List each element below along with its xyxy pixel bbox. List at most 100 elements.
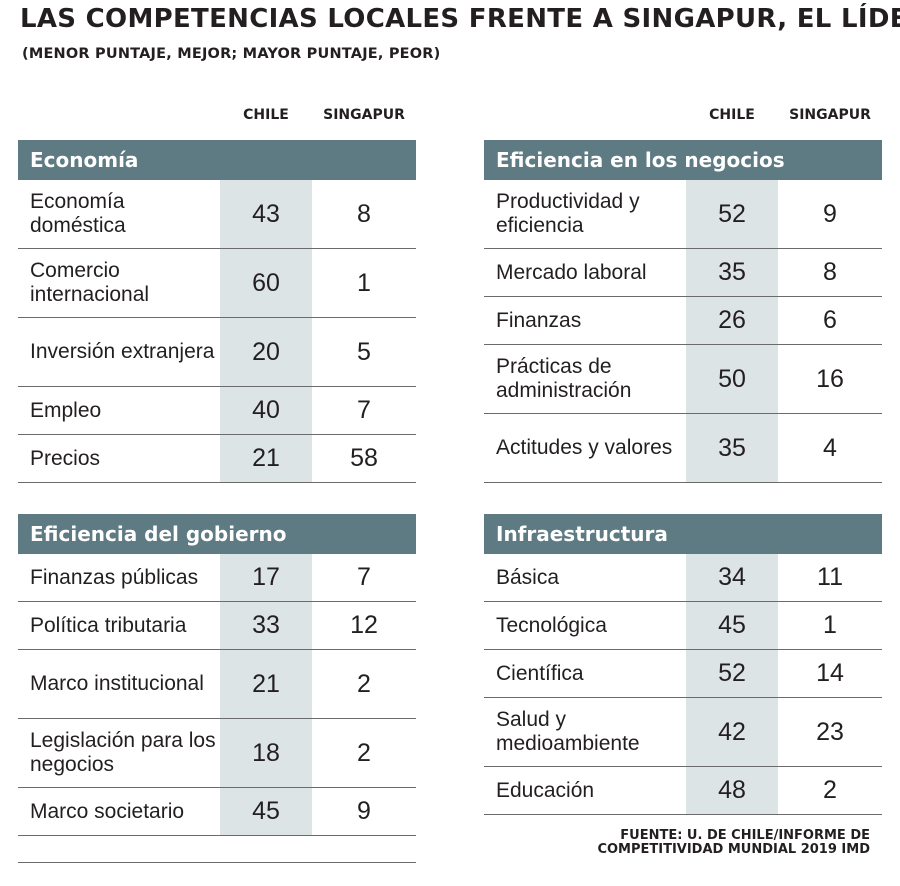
row-label: Tecnológica <box>496 613 607 637</box>
row-label: Inversión extranjera <box>30 340 215 363</box>
table-row: Finanzas 26 6 <box>484 297 882 345</box>
singapur-value: 2 <box>823 776 837 804</box>
table-row: Legislación para los negocios 18 2 <box>18 719 416 788</box>
table-row: Inversión extranjera 20 5 <box>18 318 416 387</box>
chile-value: 43 <box>252 199 280 228</box>
table-row: Marco institucional 21 2 <box>18 650 416 719</box>
chile-column-shading <box>220 180 312 483</box>
row-label: Finanzas públicas <box>30 565 199 589</box>
section-rows: Economía doméstica 43 8 Comercio interna… <box>18 180 416 483</box>
singapur-value: 23 <box>816 717 844 746</box>
table-row: Comercio internacional 60 1 <box>18 249 416 318</box>
chile-value: 35 <box>718 258 746 286</box>
singapur-value: 14 <box>816 659 844 687</box>
chile-value: 45 <box>718 611 746 639</box>
chile-value: 42 <box>718 717 746 746</box>
row-label: Finanzas <box>496 308 582 332</box>
table-row: Educación 48 2 <box>484 767 882 815</box>
row-label: Salud y medioambiente <box>496 708 640 755</box>
table-row: Finanzas públicas 17 7 <box>18 554 416 602</box>
section-rows: Productividad y eficiencia 52 9 Mercado … <box>484 180 882 483</box>
section-title: Infraestructura <box>484 514 882 554</box>
row-label: Comercio internacional <box>30 259 150 306</box>
chile-value: 40 <box>252 396 280 424</box>
column-header-singapur: SINGAPUR <box>789 107 871 123</box>
table-row: Actitudes y valores 35 4 <box>484 414 882 483</box>
singapur-value: 4 <box>823 433 837 462</box>
row-label: Política tributaria <box>30 613 187 637</box>
row-label: Mercado laboral <box>496 260 647 284</box>
singapur-value: 2 <box>357 669 371 698</box>
chile-value: 21 <box>252 669 280 698</box>
row-label: Productividad y eficiencia <box>496 190 640 237</box>
singapur-value: 8 <box>357 199 371 228</box>
singapur-value: 9 <box>823 199 837 228</box>
chile-column-shading <box>686 180 778 483</box>
singapur-value: 7 <box>357 396 371 424</box>
chile-value: 35 <box>718 433 746 462</box>
section-infraestructura: Infraestructura Básica 34 11 Tecnológica… <box>484 514 882 815</box>
chile-value: 26 <box>718 306 746 334</box>
singapur-value: 6 <box>823 306 837 334</box>
table-row: Precios 21 58 <box>18 435 416 483</box>
column-header-chile: CHILE <box>243 107 289 123</box>
row-label: Prácticas de administración <box>496 355 632 402</box>
chile-value: 52 <box>718 659 746 687</box>
section-rows: Finanzas públicas 17 7 Política tributar… <box>18 554 416 836</box>
chile-value: 17 <box>252 563 280 591</box>
chile-value: 34 <box>718 563 746 591</box>
table-row: Prácticas de administración 50 16 <box>484 345 882 414</box>
row-label: Precios <box>30 446 101 470</box>
singapur-value: 12 <box>350 611 378 639</box>
singapur-value: 1 <box>357 268 371 297</box>
section-rows: Básica 34 11 Tecnológica 45 1 Científica… <box>484 554 882 815</box>
section-eficiencia-negocios: Eficiencia en los negocios Productividad… <box>484 140 882 483</box>
chile-value: 45 <box>252 797 280 825</box>
row-label: Empleo <box>30 398 102 422</box>
singapur-value: 1 <box>823 611 837 639</box>
section-economia: Economía Economía doméstica 43 8 Comerci… <box>18 140 416 483</box>
row-label: Marco societario <box>30 799 185 823</box>
page-title: LAS COMPETENCIAS LOCALES FRENTE A SINGAP… <box>20 4 900 34</box>
page-subtitle: (MENOR PUNTAJE, MEJOR; MAYOR PUNTAJE, PE… <box>22 46 441 62</box>
table-row: Política tributaria 33 12 <box>18 602 416 650</box>
row-label: Marco institucional <box>30 672 204 695</box>
singapur-value: 8 <box>823 258 837 286</box>
chile-value: 48 <box>718 776 746 804</box>
table-row: Marco societario 45 9 <box>18 788 416 836</box>
chile-value: 20 <box>252 337 280 366</box>
row-label: Científica <box>496 661 584 685</box>
table-row: Científica 52 14 <box>484 650 882 698</box>
chile-value: 21 <box>252 444 280 472</box>
section-title: Eficiencia del gobierno <box>18 514 416 554</box>
singapur-value: 9 <box>357 797 371 825</box>
column-header-singapur: SINGAPUR <box>323 107 405 123</box>
chile-column-shading <box>686 554 778 815</box>
chile-value: 50 <box>718 364 746 393</box>
singapur-value: 11 <box>817 563 843 591</box>
singapur-value: 7 <box>357 563 371 591</box>
table-row: Salud y medioambiente 42 23 <box>484 698 882 767</box>
singapur-value: 16 <box>816 364 844 393</box>
chile-value: 52 <box>718 199 746 228</box>
chile-value: 18 <box>252 738 280 767</box>
table-row: Tecnológica 45 1 <box>484 602 882 650</box>
chile-value: 33 <box>252 611 280 639</box>
table-row: Empleo 40 7 <box>18 387 416 435</box>
singapur-value: 5 <box>357 337 371 366</box>
source-note: FUENTE: U. DE CHILE/INFORME DE COMPETITI… <box>597 828 870 857</box>
chile-value: 60 <box>252 268 280 297</box>
column-header-chile: CHILE <box>709 107 755 123</box>
section-title: Eficiencia en los negocios <box>484 140 882 180</box>
row-label: Actitudes y valores <box>496 436 673 459</box>
section-title: Economía <box>18 140 416 180</box>
section-eficiencia-gobierno: Eficiencia del gobierno Finanzas pública… <box>18 514 416 836</box>
singapur-value: 2 <box>357 738 371 767</box>
row-label: Educación <box>496 778 595 802</box>
table-row: Economía doméstica 43 8 <box>18 180 416 249</box>
singapur-value: 58 <box>350 444 378 472</box>
row-label: Legislación para los negocios <box>30 729 216 776</box>
table-row: Básica 34 11 <box>484 554 882 602</box>
table-row: Mercado laboral 35 8 <box>484 249 882 297</box>
divider <box>18 862 416 863</box>
